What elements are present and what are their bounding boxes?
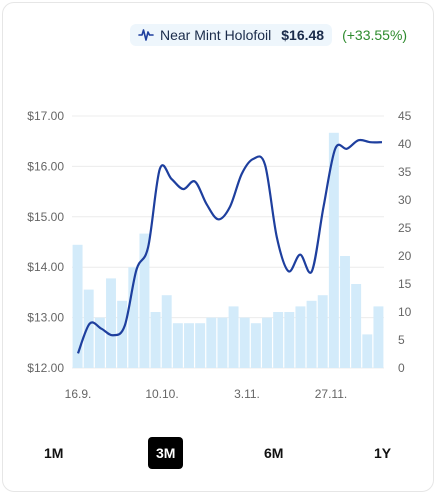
x-tick-label: 16.9. bbox=[65, 387, 92, 401]
y-right-tick-label: 35 bbox=[398, 165, 412, 179]
volume-bar bbox=[83, 289, 94, 368]
volume-bar bbox=[172, 323, 183, 368]
volume-bar bbox=[295, 306, 306, 368]
volume-bar bbox=[106, 278, 116, 368]
legend-series-name: Near Mint Holofoil bbox=[160, 27, 272, 43]
y-right-tick-label: 0 bbox=[398, 361, 405, 375]
range-button-6m[interactable]: 6M bbox=[264, 445, 284, 461]
range-button-1m[interactable]: 1M bbox=[44, 445, 64, 461]
volume-bar bbox=[184, 323, 194, 368]
legend-chip[interactable]: Near Mint Holofoil $16.48 bbox=[130, 24, 333, 46]
volume-bar bbox=[161, 295, 172, 368]
legend-price: $16.48 bbox=[281, 27, 325, 43]
volume-bar bbox=[128, 267, 139, 368]
volume-bar bbox=[250, 323, 261, 368]
y-right-tick-label: 25 bbox=[398, 221, 412, 235]
volume-bar bbox=[217, 317, 228, 368]
volume-bar bbox=[72, 244, 83, 368]
volume-bar bbox=[117, 300, 128, 368]
x-tick-label: 27.11. bbox=[315, 387, 347, 401]
x-tick-label: 10.10. bbox=[145, 387, 178, 401]
price-line bbox=[76, 138, 383, 354]
volume-bar bbox=[228, 306, 239, 368]
line-chart-icon bbox=[138, 29, 154, 41]
y-left-tick-label: $13.00 bbox=[27, 311, 64, 325]
y-right-tick-label: 20 bbox=[398, 249, 412, 263]
range-button-3m[interactable]: 3M bbox=[148, 437, 184, 469]
volume-bar bbox=[94, 317, 105, 368]
volume-bar bbox=[306, 300, 317, 368]
y-right-tick-label: 15 bbox=[398, 277, 412, 291]
y-left-tick-label: $12.00 bbox=[27, 361, 64, 375]
volume-bar bbox=[317, 295, 328, 368]
range-selector: 1M 3M 6M 1Y bbox=[0, 437, 437, 469]
volume-bar bbox=[340, 256, 350, 368]
y-right-tick-label: 40 bbox=[398, 137, 412, 151]
y-right-tick-label: 10 bbox=[398, 305, 412, 319]
y-left-tick-label: $17.00 bbox=[27, 109, 64, 123]
volume-bar bbox=[195, 323, 206, 368]
volume-bar bbox=[273, 312, 284, 368]
volume-bar bbox=[373, 306, 384, 368]
y-left-tick-label: $15.00 bbox=[27, 210, 64, 224]
y-left-tick-label: $16.00 bbox=[27, 159, 64, 173]
y-left-tick-label: $14.00 bbox=[27, 260, 64, 274]
y-right-tick-label: 45 bbox=[398, 109, 412, 123]
y-right-tick-label: 30 bbox=[398, 193, 412, 207]
x-tick-label: 3.11. bbox=[234, 387, 260, 401]
legend: Near Mint Holofoil $16.48 (+33.55%) bbox=[130, 22, 407, 48]
volume-bar bbox=[284, 312, 295, 368]
y-right-tick-label: 5 bbox=[398, 333, 405, 347]
volume-bar bbox=[351, 284, 362, 368]
volume-bar bbox=[150, 312, 161, 368]
volume-bar bbox=[262, 317, 272, 368]
volume-bar bbox=[362, 334, 373, 368]
legend-change: (+33.55%) bbox=[342, 27, 408, 43]
volume-bar bbox=[239, 317, 250, 368]
price-chart: $12.00 $13.00 $14.00 $15.00 $16.00 $17.00 0 5 10… bbox=[27, 109, 412, 401]
range-button-1y[interactable]: 1Y bbox=[374, 445, 392, 461]
volume-bar bbox=[206, 317, 217, 368]
volume-bar bbox=[139, 233, 150, 368]
volume-bar bbox=[328, 132, 339, 368]
